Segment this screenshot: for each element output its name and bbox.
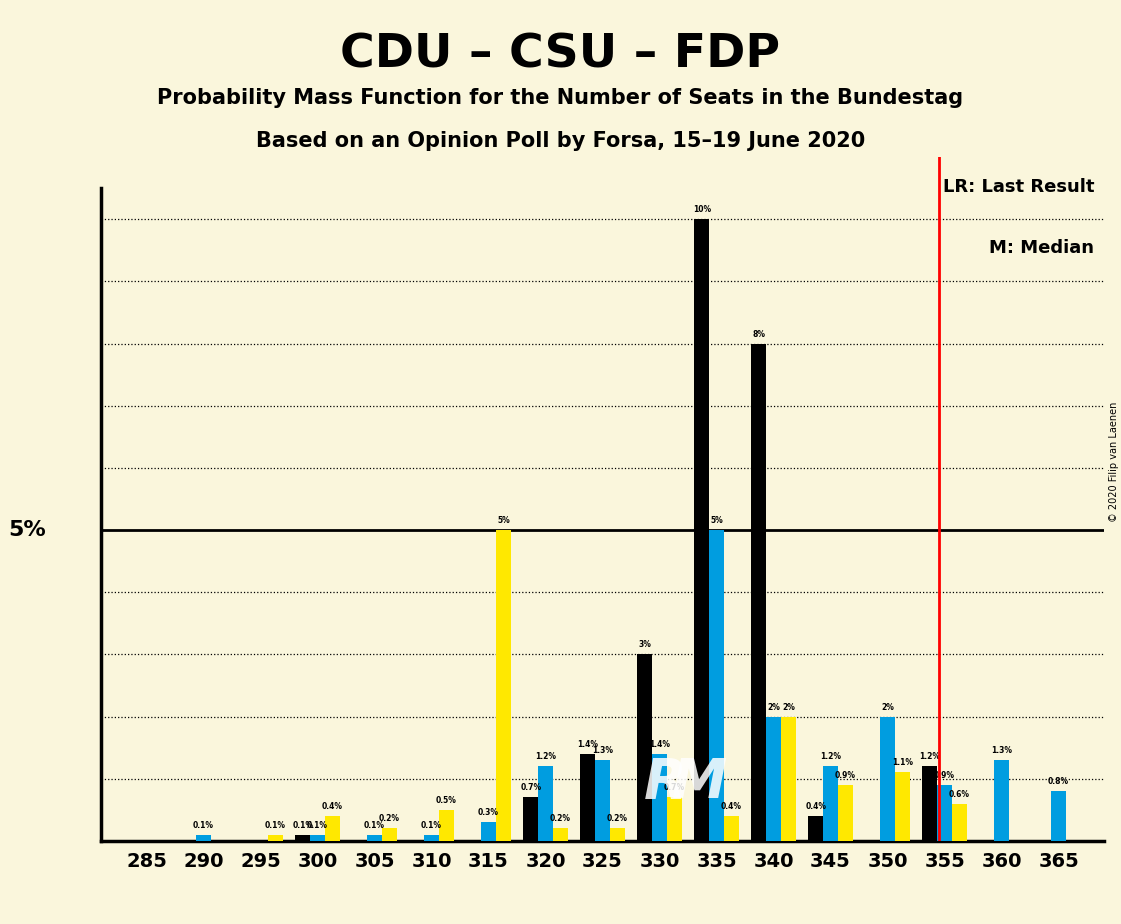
Bar: [652, 754, 667, 841]
Text: Based on an Opinion Poll by Forsa, 15–19 June 2020: Based on an Opinion Poll by Forsa, 15–19…: [256, 131, 865, 152]
Text: 1.2%: 1.2%: [919, 752, 941, 761]
Text: 2%: 2%: [881, 702, 895, 711]
Bar: [781, 716, 796, 841]
Bar: [439, 809, 454, 841]
Bar: [538, 766, 553, 841]
Text: 5%: 5%: [8, 520, 46, 540]
Bar: [295, 834, 311, 841]
Bar: [751, 344, 766, 841]
Text: 0.6%: 0.6%: [948, 790, 970, 798]
Text: 0.5%: 0.5%: [436, 796, 456, 805]
Bar: [481, 822, 495, 841]
Text: 0.1%: 0.1%: [293, 821, 313, 830]
Text: 0.1%: 0.1%: [193, 821, 214, 830]
Bar: [724, 816, 739, 841]
Bar: [311, 834, 325, 841]
Bar: [495, 530, 511, 841]
Bar: [268, 834, 282, 841]
Bar: [524, 797, 538, 841]
Bar: [880, 716, 895, 841]
Bar: [424, 834, 439, 841]
Text: 0.7%: 0.7%: [664, 784, 685, 793]
Text: 0.9%: 0.9%: [934, 771, 955, 780]
Text: R: R: [643, 756, 687, 809]
Bar: [710, 530, 724, 841]
Text: 0.7%: 0.7%: [520, 784, 541, 793]
Bar: [610, 829, 624, 841]
Text: 0.2%: 0.2%: [606, 814, 628, 823]
Text: 0.3%: 0.3%: [478, 808, 499, 817]
Bar: [382, 829, 397, 841]
Bar: [994, 760, 1009, 841]
Text: 10%: 10%: [693, 205, 711, 214]
Text: 1.1%: 1.1%: [892, 759, 912, 768]
Text: 3%: 3%: [638, 640, 651, 650]
Text: 1.4%: 1.4%: [577, 740, 599, 748]
Text: M: M: [671, 756, 728, 809]
Bar: [923, 766, 937, 841]
Bar: [667, 797, 682, 841]
Bar: [895, 772, 910, 841]
Bar: [823, 766, 839, 841]
Text: M: Median: M: Median: [989, 239, 1094, 257]
Bar: [581, 754, 595, 841]
Text: 0.2%: 0.2%: [550, 814, 571, 823]
Text: 0.4%: 0.4%: [721, 802, 742, 811]
Text: 0.2%: 0.2%: [379, 814, 400, 823]
Text: 0.1%: 0.1%: [421, 821, 442, 830]
Bar: [325, 816, 340, 841]
Text: 0.1%: 0.1%: [364, 821, 385, 830]
Text: 0.8%: 0.8%: [1048, 777, 1069, 786]
Text: 2%: 2%: [782, 702, 795, 711]
Text: 0.1%: 0.1%: [265, 821, 286, 830]
Bar: [196, 834, 211, 841]
Bar: [638, 654, 652, 841]
Text: LR: Last Result: LR: Last Result: [943, 177, 1094, 196]
Text: 0.4%: 0.4%: [805, 802, 826, 811]
Bar: [808, 816, 823, 841]
Text: 5%: 5%: [711, 517, 723, 525]
Text: 5%: 5%: [497, 517, 510, 525]
Text: Probability Mass Function for the Number of Seats in the Bundestag: Probability Mass Function for the Number…: [157, 88, 964, 108]
Text: © 2020 Filip van Laenen: © 2020 Filip van Laenen: [1109, 402, 1119, 522]
Bar: [937, 784, 952, 841]
Bar: [952, 804, 966, 841]
Text: 1.2%: 1.2%: [821, 752, 841, 761]
Text: 2%: 2%: [767, 702, 780, 711]
Bar: [694, 219, 710, 841]
Bar: [367, 834, 382, 841]
Text: 0.4%: 0.4%: [322, 802, 343, 811]
Bar: [1051, 791, 1066, 841]
Text: 1.4%: 1.4%: [649, 740, 670, 748]
Bar: [553, 829, 567, 841]
Text: 8%: 8%: [752, 330, 766, 338]
Text: 1.3%: 1.3%: [991, 746, 1012, 755]
Text: CDU – CSU – FDP: CDU – CSU – FDP: [341, 32, 780, 78]
Text: 1.2%: 1.2%: [535, 752, 556, 761]
Text: 0.1%: 0.1%: [307, 821, 328, 830]
Text: 0.9%: 0.9%: [835, 771, 855, 780]
Bar: [595, 760, 610, 841]
Bar: [766, 716, 781, 841]
Bar: [839, 784, 853, 841]
Text: 1.3%: 1.3%: [592, 746, 613, 755]
